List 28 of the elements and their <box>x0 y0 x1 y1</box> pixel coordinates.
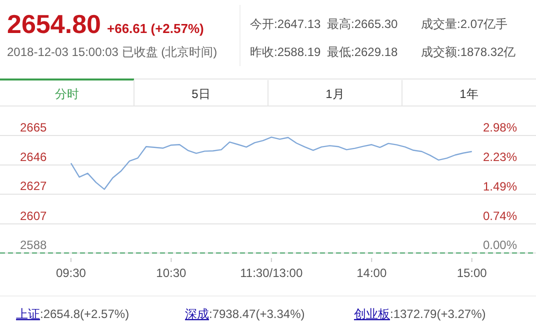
x-tick-label: 09:30 <box>56 266 86 280</box>
y2-tick-label: 2.98% <box>482 120 518 134</box>
y2-tick-label: 1.49% <box>482 179 518 194</box>
y-tick-label: 2646 <box>20 150 48 164</box>
text: 昨收:2588.19 <box>250 45 322 59</box>
y2-tick-label: 2.23% <box>482 150 518 164</box>
text: 上证:2654.8(+2.57%) <box>16 307 130 321</box>
y-tick-label: 2607 <box>20 208 48 223</box>
x-tick-label: 15:00 <box>456 266 488 280</box>
x-tick-label: 11:30/13:00 <box>240 266 303 280</box>
y-tick-label: 2627 <box>20 179 48 194</box>
text: 最高:2665.30 <box>327 17 398 31</box>
chart-subtitle: +66.61 (+2.57%) <box>107 21 204 36</box>
text: 2018-12-03 15:00:03 已收盘 (北京时间) <box>7 45 218 59</box>
text: 创业板:1372.79(+3.27%) <box>354 307 486 321</box>
text: 成交量:2.07亿手 <box>421 17 508 31</box>
tabs: 分时 5日 1月 1年 <box>0 78 536 106</box>
y2-tick-label: 0.00% <box>482 238 518 252</box>
text: 深成:7938.47(+3.34%) <box>185 307 305 321</box>
x-tick-label: 14:00 <box>356 266 387 280</box>
chart-title: 2654.80 <box>7 9 101 39</box>
y-tick-label: 2588 <box>20 238 48 252</box>
text: 最低:2629.18 <box>327 45 398 59</box>
text: 今开:2647.13 <box>250 17 322 31</box>
y2-tick-label: 0.74% <box>482 208 518 223</box>
y-tick-label: 2665 <box>20 120 48 134</box>
text: 成交额:1878.32亿 <box>421 45 516 59</box>
x-tick-label: 10:30 <box>156 266 187 280</box>
